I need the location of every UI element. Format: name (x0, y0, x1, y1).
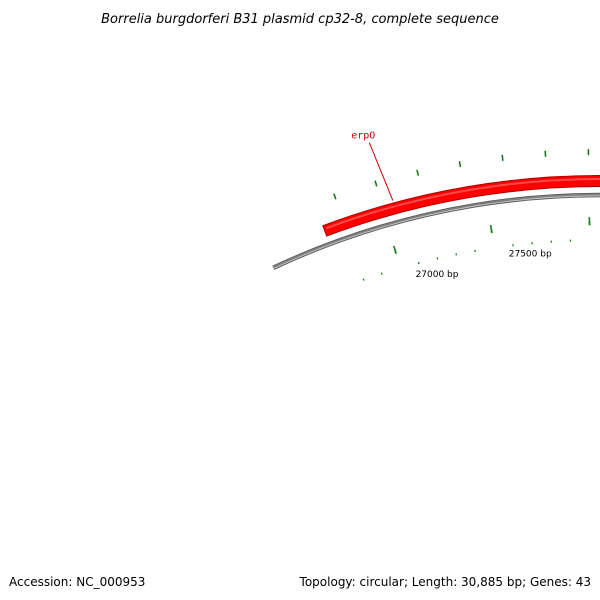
tick-mark (374, 180, 378, 187)
gene-track (322, 175, 600, 237)
gene-labels: erpOBB_L41BB_L42 (351, 130, 394, 201)
tick-label: 27000 bp (416, 270, 459, 280)
tick-mark (394, 249, 397, 254)
backbone-line (272, 193, 600, 270)
gene-arrow (322, 175, 600, 237)
tick-mark (380, 272, 383, 275)
backbone-highlight (273, 195, 600, 269)
sequence-backbone (272, 192, 600, 270)
tick-mark (501, 154, 504, 161)
map-title: Borrelia burgdorferi B31 plasmid cp32-8,… (101, 12, 499, 27)
gene-leader-line (368, 142, 394, 201)
gene-highlight (325, 178, 600, 230)
accession-text: Accession: NC_000953 (9, 575, 145, 589)
tick-mark (417, 261, 420, 265)
tick-label: 27500 bp (509, 250, 552, 260)
tick-mark (490, 228, 493, 234)
summary-text: Topology: circular; Length: 30,885 bp; G… (299, 575, 591, 589)
tick-mark (416, 169, 420, 176)
tick-mark (333, 193, 337, 200)
gene-label: erpO (351, 130, 375, 141)
tick-mark (458, 161, 462, 168)
tick-mark (362, 278, 365, 281)
